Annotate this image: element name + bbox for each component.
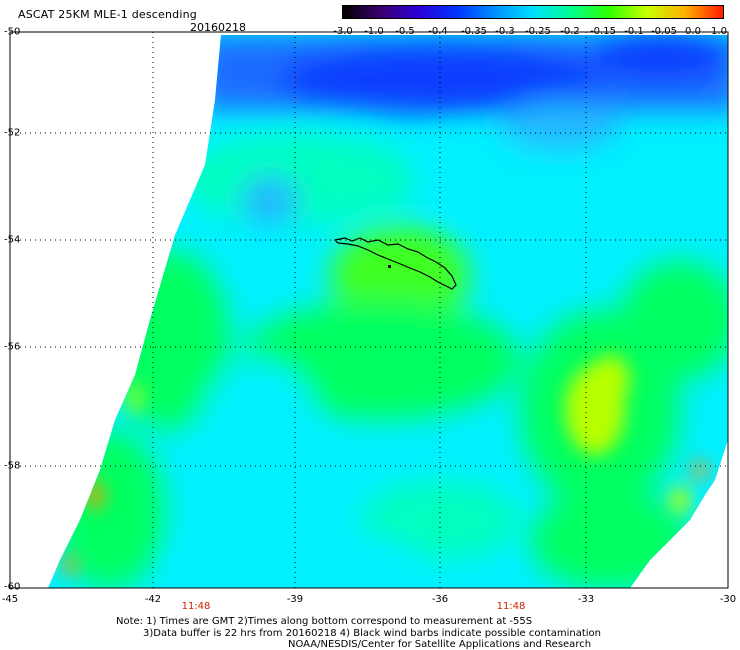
note-line-1: Note: 1) Times are GMT 2)Times along bot… (116, 616, 532, 627)
swath-region (180, 135, 420, 225)
lon-label: -39 (287, 594, 303, 605)
map-plot (0, 0, 740, 650)
swath-region (200, 360, 320, 500)
lon-label: -30 (720, 594, 736, 605)
time-label: 11:48 (182, 601, 211, 612)
swath-region (670, 486, 690, 514)
lat-label: -60 (4, 582, 20, 593)
swath-region (240, 175, 300, 225)
swath-region (180, 530, 420, 590)
note-line-2: 3)Data buffer is 22 hrs from 20160218 4)… (143, 628, 601, 639)
lat-label: -50 (4, 27, 20, 38)
swath-region (590, 355, 630, 405)
lon-label: -45 (2, 594, 18, 605)
swath-region (530, 490, 690, 590)
lat-label: -58 (4, 461, 20, 472)
swath-region (590, 30, 730, 80)
wind-swath (0, 30, 740, 590)
swath-region (500, 100, 620, 150)
note-line-3: NOAA/NESDIS/Center for Satellite Applica… (288, 639, 591, 650)
lon-label: -36 (432, 594, 448, 605)
swath-region (64, 555, 76, 575)
lat-label: -54 (4, 235, 20, 246)
lon-label: -33 (578, 594, 594, 605)
swath-region (692, 462, 708, 478)
swath-region (129, 382, 141, 414)
swath-region (87, 481, 103, 509)
lon-label: -42 (145, 594, 161, 605)
island-marker (388, 265, 391, 268)
lat-label: -52 (4, 128, 20, 139)
swath-region (620, 260, 740, 380)
time-label: 11:48 (497, 601, 526, 612)
lat-label: -56 (4, 342, 20, 353)
